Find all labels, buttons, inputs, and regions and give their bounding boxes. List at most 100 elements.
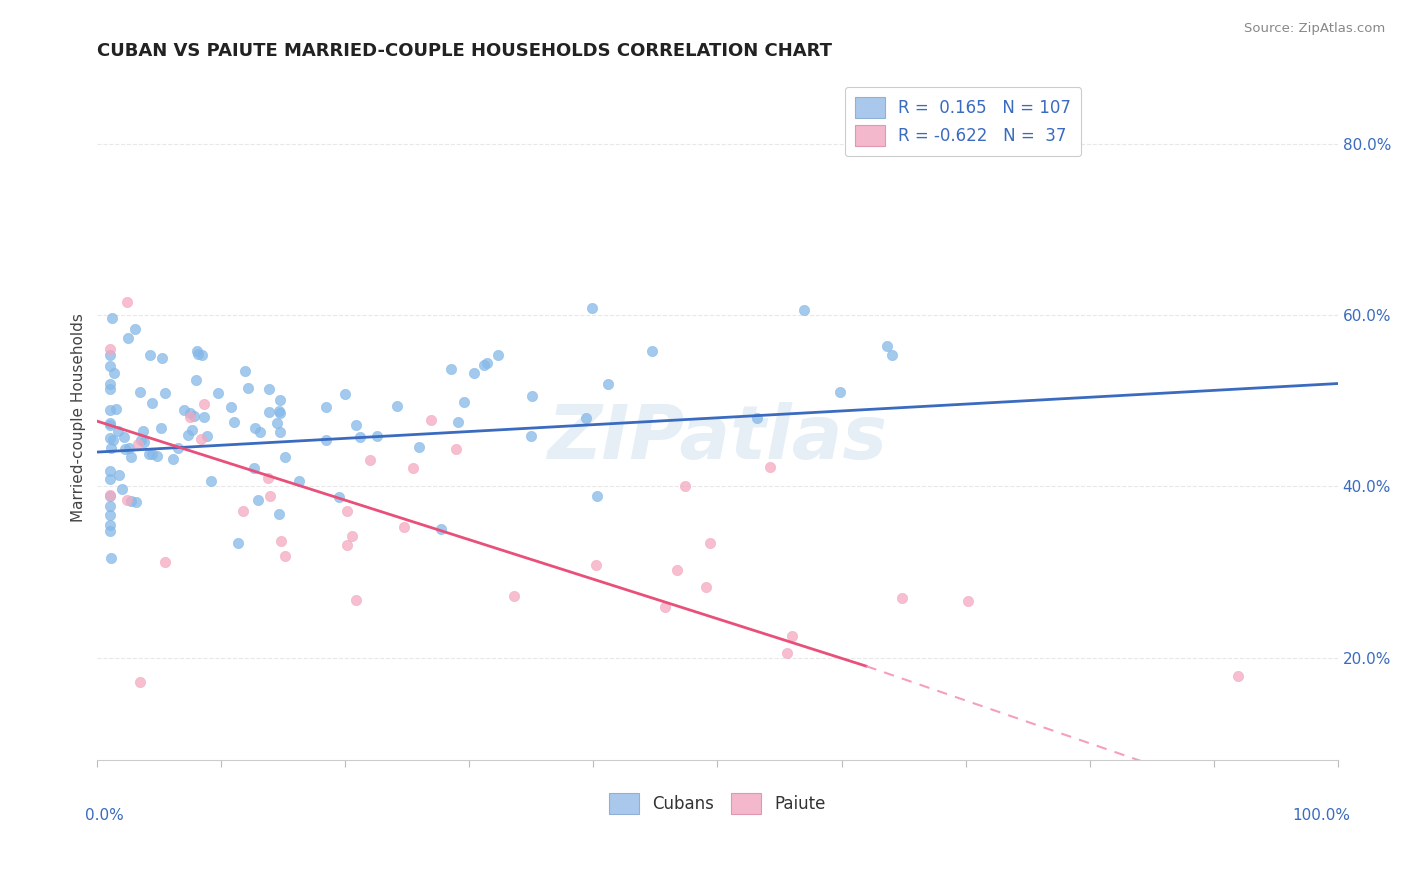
Point [586,489,609,503]
Point [236,381,259,395]
Point [110,482,132,496]
Point [105,401,128,416]
Point [699,536,721,550]
Point [394,520,416,534]
Point [180,423,202,437]
Point [830,385,852,400]
Point [274,549,297,564]
Point [665,563,688,577]
Point [267,507,290,521]
Point [344,593,367,607]
Point [233,363,256,377]
Point [336,504,359,518]
Point [98,508,121,522]
Point [101,311,124,326]
Point [259,489,281,503]
Point [315,433,337,447]
Point [124,321,146,335]
Point [472,358,495,372]
Point [98,472,121,486]
Point [273,450,295,464]
Point [219,401,242,415]
Point [890,591,912,606]
Point [125,495,148,509]
Point [98,431,121,445]
Point [366,429,388,443]
Point [98,500,121,514]
Point [132,434,155,449]
Point [112,430,135,444]
Text: CUBAN VS PAIUTE MARRIED-COUPLE HOUSEHOLDS CORRELATION CHART: CUBAN VS PAIUTE MARRIED-COUPLE HOUSEHOLD… [97,42,832,60]
Point [128,384,150,399]
Point [267,403,290,417]
Point [98,488,121,502]
Point [153,386,176,401]
Point [776,646,799,660]
Point [115,294,138,309]
Point [98,417,121,431]
Point [270,533,292,548]
Point [333,386,356,401]
Point [420,413,443,427]
Point [429,522,451,536]
Point [177,428,200,442]
Point [224,415,246,429]
Point [245,421,267,435]
Point [197,429,219,443]
Point [257,471,280,485]
Point [640,343,662,358]
Point [120,450,142,465]
Point [141,447,163,461]
Point [581,301,603,315]
Point [173,402,195,417]
Point [138,447,160,461]
Point [502,589,524,603]
Text: ZIPatlas: ZIPatlas [547,402,887,475]
Point [190,432,212,446]
Point [654,600,676,615]
Point [128,675,150,690]
Point [98,359,121,373]
Point [117,493,139,508]
Point [336,538,359,552]
Point [956,593,979,607]
Y-axis label: Married-couple Households: Married-couple Households [72,313,86,522]
Point [575,410,598,425]
Point [132,425,155,439]
Point [257,382,280,396]
Point [98,518,121,533]
Point [747,410,769,425]
Point [183,409,205,423]
Point [127,437,149,451]
Point [179,410,201,425]
Point [107,424,129,438]
Point [103,366,125,380]
Point [447,415,470,429]
Point [585,558,607,573]
Point [1227,669,1250,683]
Point [98,348,121,362]
Point [446,442,468,456]
Point [162,452,184,467]
Point [120,494,142,508]
Point [98,464,121,478]
Text: Source: ZipAtlas.com: Source: ZipAtlas.com [1244,22,1385,36]
Point [98,376,121,391]
Legend: Cubans, Paiute: Cubans, Paiute [603,786,832,821]
Point [118,441,141,455]
Point [759,460,782,475]
Point [475,356,498,370]
Point [139,348,162,362]
Point [108,468,131,483]
Point [408,440,430,454]
Point [349,430,371,444]
Point [520,389,543,403]
Point [520,429,543,443]
Point [880,348,903,362]
Point [117,331,139,345]
Point [98,402,121,417]
Point [226,536,249,550]
Text: 0.0%: 0.0% [84,808,124,823]
Point [269,425,291,439]
Point [453,394,475,409]
